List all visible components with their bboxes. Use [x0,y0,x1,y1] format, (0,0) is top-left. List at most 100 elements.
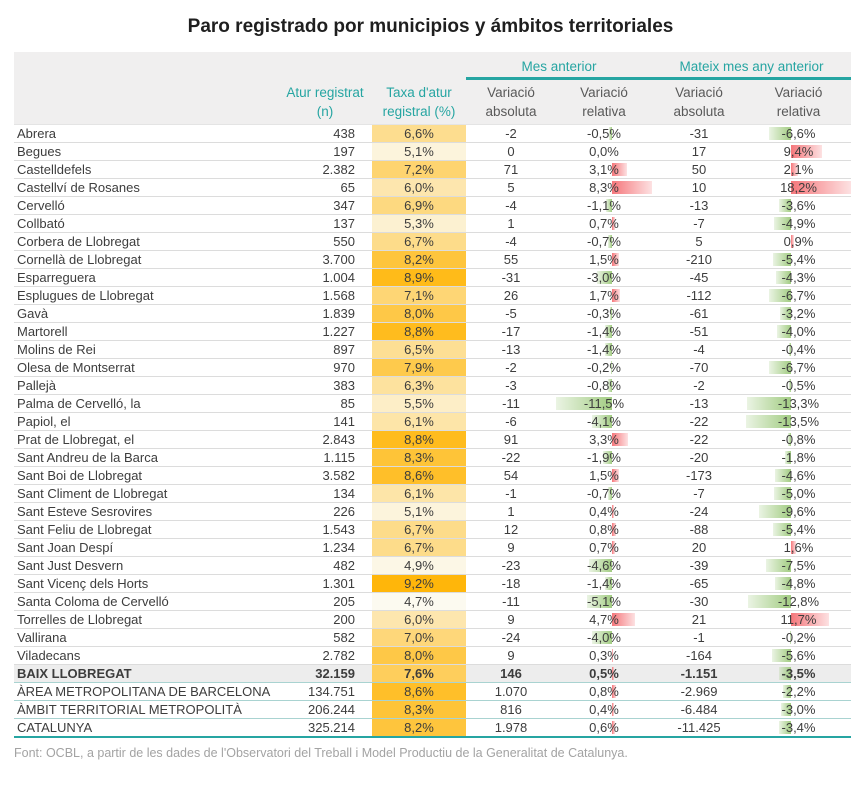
variation-relative-year-value: -6,6% [781,126,816,141]
table-row: Olesa de Montserrat 970 7,9% -2 -0,2% -70 -6,7… [14,358,851,377]
variation-absolute-month: -13 [466,340,556,359]
data-bar-negative [768,289,791,302]
variation-relative-year-value: -4,9% [781,216,816,231]
data-bar-negative [780,703,791,716]
variation-absolute-month: -2 [466,358,556,377]
variation-relative-year-value: 18,2% [780,180,817,195]
group-header-previous-year: Mateix mes any anterior [652,52,851,80]
table-row: Vallirana 582 7,0% -24 -4,0% -1 -0,2% [14,628,851,647]
registered-unemployment-value: 438 [278,124,372,143]
variation-relative-year-value: -3,5% [781,666,816,681]
registered-unemployment-value: 65 [278,178,372,197]
variation-absolute-year: -13 [652,394,746,413]
data-bar-negative [765,559,791,572]
variation-relative-month-value: 0,8% [589,684,619,699]
municipality-name: Sant Vicenç dels Horts [14,574,278,593]
data-bar-negative [608,487,612,500]
column-header-rel-month: Variació relativa [556,78,652,125]
variation-relative-month-value: 0,6% [589,720,619,735]
variation-absolute-year: -1.151 [652,664,746,683]
registered-unemployment-value: 3.582 [278,466,372,485]
data-bar-negative [758,505,791,518]
data-bar-positive [611,685,616,698]
variation-relative-year-value: -3,0% [781,702,816,717]
variation-absolute-month: 12 [466,520,556,539]
unemployment-rate-cell: 5,5% [372,394,466,413]
corner-cell [14,52,278,79]
variation-relative-month: -0,5% [556,124,652,143]
variation-absolute-year: -7 [652,484,746,503]
variation-relative-month-value: 8,3% [589,180,619,195]
variation-relative-year: -2,2% [746,682,851,701]
data-bar-negative [772,253,791,266]
registered-unemployment-value: 3.700 [278,250,372,269]
variation-relative-month-value: -4,0% [587,630,621,645]
variation-relative-month-value: 0,8% [589,522,619,537]
municipality-name: Begues [14,142,278,161]
data-bar-positive [611,649,614,662]
variation-absolute-year: -30 [652,592,746,611]
municipality-name: Collbató [14,214,278,233]
table-row: Castellví de Rosanes 65 6,0% 5 8,3% 10 18,2% [14,178,851,197]
variation-relative-month: -1,9% [556,448,652,467]
registered-unemployment-value: 137 [278,214,372,233]
variation-relative-year-value: -13,3% [777,396,820,411]
variation-relative-month-value: 0,4% [589,702,619,717]
variation-absolute-month: 9 [466,646,556,665]
variation-relative-year-value: -0,2% [781,630,816,645]
unemployment-rate-cell: 8,6% [372,466,466,485]
unemployment-rate-cell: 4,7% [372,592,466,611]
data-bar-positive [790,145,822,158]
unemployment-rate-cell: 5,1% [372,142,466,161]
variation-absolute-month: 9 [466,610,556,629]
municipality-name: Martorell [14,322,278,341]
municipality-name: Molins de Rei [14,340,278,359]
variation-relative-year: -4,0% [746,322,851,341]
variation-relative-month-value: -0,7% [587,234,621,249]
municipality-name: Esplugues de Llobregat [14,286,278,305]
page-title: Paro registrado por municipios y ámbitos… [187,16,674,37]
variation-relative-year: -4,3% [746,268,851,287]
registered-unemployment-value: 206.244 [278,700,372,719]
unemployment-rate-cell: 8,9% [372,268,466,287]
variation-relative-year: -3,4% [746,718,851,738]
variation-absolute-year: 50 [652,160,746,179]
territory-name: ÀMBIT TERRITORIAL METROPOLITÀ [14,700,278,719]
variation-absolute-year: -2.969 [652,682,746,701]
data-bar-negative [780,307,791,320]
variation-relative-year-value: -7,5% [781,558,816,573]
data-bar-negative [774,577,791,590]
unemployment-rate-cell: 8,3% [372,700,466,719]
variation-absolute-year: -112 [652,286,746,305]
municipality-name: Olesa de Montserrat [14,358,278,377]
data-bar-positive [611,667,615,680]
variation-relative-year: -0,4% [746,340,851,359]
data-bar-positive [611,523,616,536]
registered-unemployment-value: 1.227 [278,322,372,341]
registered-unemployment-value: 226 [278,502,372,521]
variation-absolute-month: 9 [466,538,556,557]
variation-absolute-year: -1 [652,628,746,647]
variation-absolute-month: 91 [466,430,556,449]
variation-relative-month-value: -1,4% [587,324,621,339]
variation-relative-month-value: 0,7% [589,540,619,555]
variation-relative-year: -0,5% [746,376,851,395]
municipality-name: Pallejà [14,376,278,395]
variation-relative-month-value: -4,1% [587,414,621,429]
unemployment-rate-cell: 6,7% [372,232,466,251]
data-bar-negative [597,271,612,284]
variation-relative-month: -5,1% [556,592,652,611]
data-bar-positive [611,505,614,518]
data-bar-negative [779,667,791,680]
variation-relative-month: -0,3% [556,304,652,323]
data-bar-positive [611,163,627,176]
summary-row: ÀREA METROPOLITANA DE BARCELONA 134.751 8,… [14,682,851,701]
unemployment-rate-cell: 8,3% [372,448,466,467]
variation-relative-year-value: -4,8% [781,576,816,591]
table-row: Palma de Cervelló, la 85 5,5% -11 -11,5% -13 -… [14,394,851,413]
variation-relative-year: -5,6% [746,646,851,665]
column-header-taxa: Taxa d'atur registral (%) [372,52,466,125]
registered-unemployment-value: 141 [278,412,372,431]
table-row: Esplugues de Llobregat 1.568 7,1% 26 1,7% -11… [14,286,851,305]
variation-relative-month: 0,0% [556,142,652,161]
